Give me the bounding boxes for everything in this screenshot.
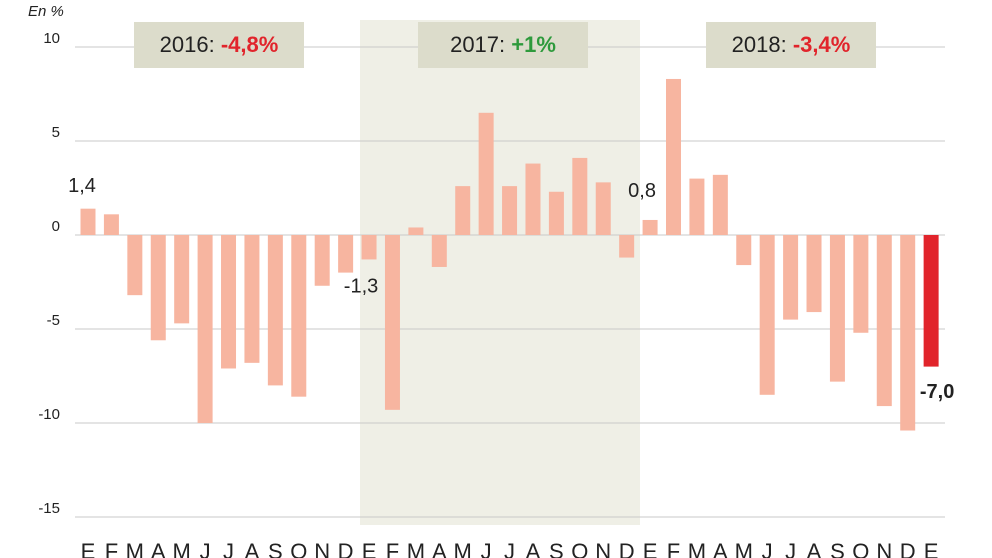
x-tick-label: A bbox=[713, 539, 728, 558]
bar bbox=[244, 235, 260, 363]
value-label: -1,3 bbox=[344, 275, 378, 297]
bar bbox=[548, 191, 564, 235]
x-tick-label: N bbox=[595, 539, 611, 558]
bar bbox=[806, 235, 822, 313]
x-tick-label: N bbox=[876, 539, 892, 558]
x-tick-label: A bbox=[526, 539, 541, 558]
x-tick-label: F bbox=[386, 539, 399, 558]
x-tick-label: O bbox=[571, 539, 588, 558]
x-tick-label: J bbox=[200, 539, 211, 558]
bar bbox=[666, 78, 681, 236]
annotation-year: 2018: bbox=[732, 32, 787, 57]
x-tick-label: A bbox=[151, 539, 166, 558]
bar bbox=[103, 214, 119, 235]
bar bbox=[525, 163, 541, 235]
x-tick-label: F bbox=[667, 539, 680, 558]
bar bbox=[619, 235, 635, 258]
bar bbox=[408, 227, 424, 235]
bar bbox=[923, 235, 939, 367]
bar bbox=[80, 208, 96, 235]
x-tick-label: A bbox=[245, 539, 260, 558]
bar bbox=[455, 186, 471, 235]
x-tick-label: M bbox=[454, 539, 472, 558]
bar bbox=[783, 235, 799, 320]
annotation-year: 2017: bbox=[450, 32, 505, 57]
x-tick-label: M bbox=[735, 539, 753, 558]
x-tick-label: J bbox=[223, 539, 234, 558]
y-tick-label: -10 bbox=[38, 406, 60, 423]
annotation-box bbox=[706, 22, 876, 68]
x-tick-label: M bbox=[407, 539, 425, 558]
bar bbox=[595, 182, 611, 235]
annotation: 2018: -3,4% bbox=[732, 32, 851, 57]
bar bbox=[431, 235, 447, 267]
bar bbox=[642, 219, 658, 235]
x-tick-label: F bbox=[105, 539, 118, 558]
y-tick-label: -15 bbox=[38, 500, 60, 517]
x-tick-label: N bbox=[314, 539, 330, 558]
bar bbox=[572, 157, 588, 235]
x-tick-label: J bbox=[504, 539, 515, 558]
bar bbox=[689, 178, 705, 235]
x-tick-label: A bbox=[432, 539, 447, 558]
annotation: 2017: +1% bbox=[450, 32, 556, 57]
x-tick-label: S bbox=[549, 539, 564, 558]
bar bbox=[829, 235, 845, 382]
bar bbox=[478, 112, 494, 235]
x-tick-label: E bbox=[81, 539, 96, 558]
x-tick-label: D bbox=[619, 539, 635, 558]
y-axis-label: En % bbox=[28, 3, 64, 20]
bar bbox=[338, 235, 354, 273]
y-tick-label: 0 bbox=[52, 218, 60, 235]
bar bbox=[197, 235, 213, 423]
bar bbox=[150, 235, 166, 341]
annotation: 2016: -4,8% bbox=[160, 32, 279, 57]
x-tick-label: E bbox=[362, 539, 377, 558]
bar bbox=[736, 235, 752, 266]
x-tick-label: A bbox=[807, 539, 822, 558]
y-tick-label: -5 bbox=[47, 312, 60, 329]
x-tick-label: S bbox=[268, 539, 283, 558]
bar bbox=[900, 235, 916, 431]
x-tick-label: D bbox=[900, 539, 916, 558]
x-tick-label: M bbox=[126, 539, 144, 558]
x-tick-label: S bbox=[830, 539, 845, 558]
value-label: 0,8 bbox=[628, 180, 656, 202]
x-tick-label: M bbox=[173, 539, 191, 558]
y-tick-label: 5 bbox=[52, 124, 60, 141]
bar bbox=[853, 235, 869, 333]
x-tick-label: O bbox=[852, 539, 869, 558]
annotation-change: +1% bbox=[511, 32, 556, 57]
bar bbox=[314, 235, 330, 286]
bar bbox=[221, 235, 237, 369]
bar bbox=[174, 235, 190, 324]
bar bbox=[127, 235, 143, 296]
bar bbox=[759, 235, 775, 395]
annotation-box bbox=[418, 22, 588, 68]
x-tick-label: E bbox=[924, 539, 939, 558]
bar bbox=[876, 235, 892, 407]
annotation-change: -3,4% bbox=[793, 32, 850, 57]
annotation-change: -4,8% bbox=[221, 32, 278, 57]
x-tick-label: M bbox=[688, 539, 706, 558]
bar bbox=[361, 235, 377, 260]
y-tick-label: 10 bbox=[43, 30, 60, 47]
bar bbox=[712, 174, 728, 235]
x-tick-label: J bbox=[785, 539, 796, 558]
x-tick-label: O bbox=[290, 539, 307, 558]
x-tick-label: D bbox=[338, 539, 354, 558]
x-tick-label: J bbox=[481, 539, 492, 558]
bar bbox=[502, 186, 518, 235]
year-shade bbox=[360, 20, 640, 525]
bar bbox=[384, 235, 400, 410]
annotation-box bbox=[134, 22, 304, 68]
annotation-year: 2016: bbox=[160, 32, 215, 57]
value-label: -7,0 bbox=[920, 381, 954, 403]
value-label: 1,4 bbox=[68, 175, 96, 197]
bar bbox=[267, 235, 283, 386]
x-tick-label: E bbox=[643, 539, 658, 558]
x-tick-label: J bbox=[762, 539, 773, 558]
bar bbox=[291, 235, 307, 397]
